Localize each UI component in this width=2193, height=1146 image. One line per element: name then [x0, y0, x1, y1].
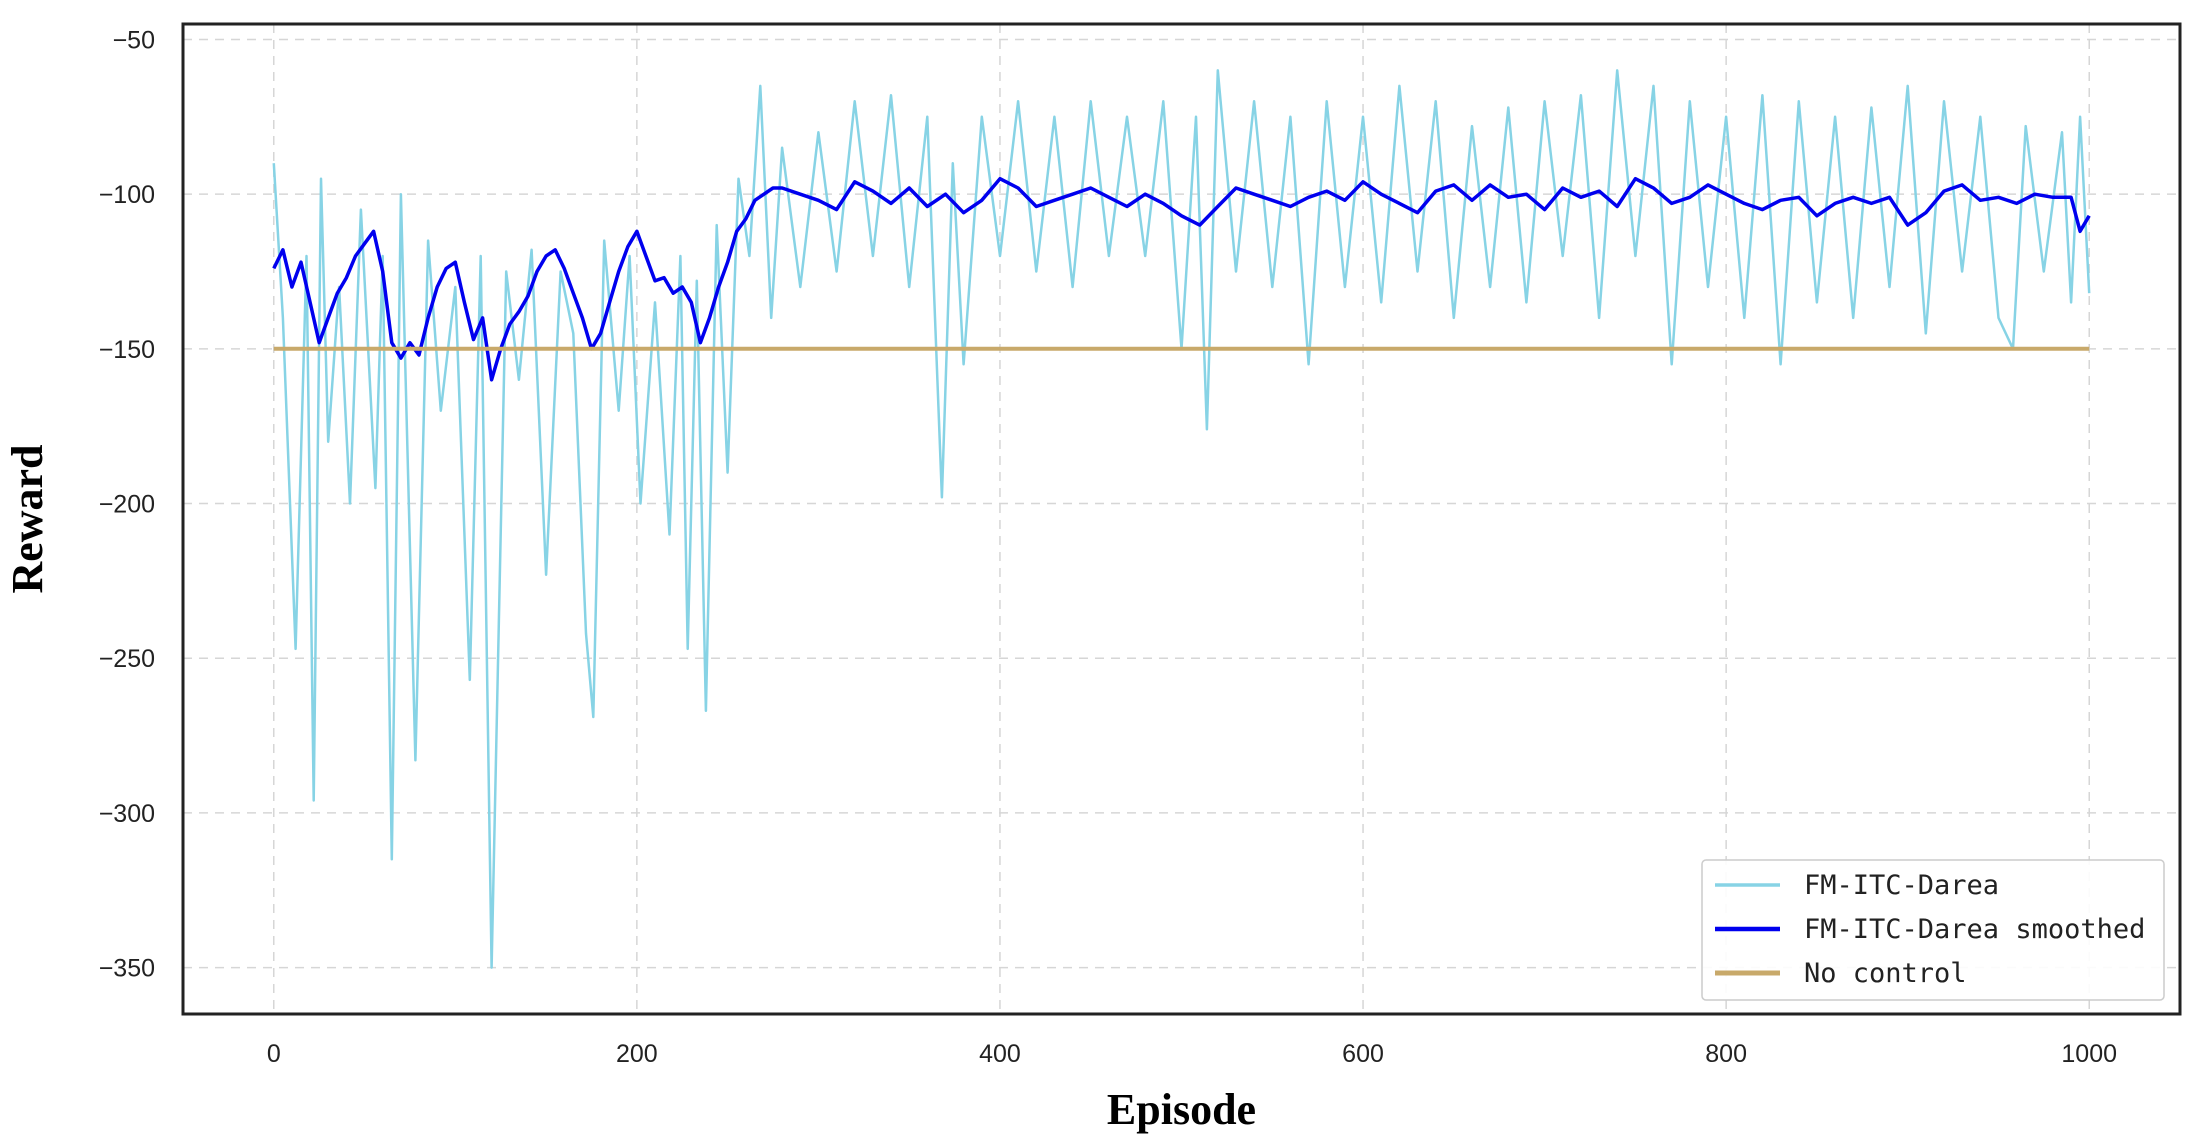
ticks: 0 200 400 600 800 1000 −50 −100 −150 −200 −250 −300… — [99, 26, 2117, 1068]
y-tick-label: −350 — [99, 955, 155, 983]
legend-label: FM-ITC-Darea smoothed — [1804, 914, 2145, 945]
series-line-fm-itc-darea — [272, 69, 2091, 969]
x-tick-label: 200 — [616, 1040, 658, 1068]
legend-box — [1701, 859, 2165, 1001]
x-axis-title: Episode — [1107, 1085, 1256, 1134]
legend-label: FM-ITC-Darea — [1804, 870, 1999, 901]
series-line-fm-itc-darea-smoothed — [272, 176, 2091, 382]
y-tick-label: −100 — [99, 181, 155, 209]
x-tick-label: 400 — [979, 1040, 1021, 1068]
y-tick-label: −150 — [99, 336, 155, 364]
legend: FM-ITC-Darea FM-ITC-Darea smoothed No cont… — [1701, 859, 2165, 1001]
y-axis-title: Reward — [3, 444, 52, 593]
y-tick-label: −300 — [99, 800, 155, 828]
x-tick-label: 1000 — [2061, 1040, 2117, 1068]
plot-frame — [181, 22, 2182, 1016]
series-layer — [272, 69, 2091, 969]
x-tick-label: 600 — [1342, 1040, 1384, 1068]
y-tick-label: −200 — [99, 491, 155, 519]
x-tick-label: 800 — [1705, 1040, 1747, 1068]
y-tick-label: −50 — [113, 26, 155, 54]
y-tick-label: −250 — [99, 645, 155, 673]
legend-label: No control — [1804, 958, 1967, 989]
x-tick-label: 0 — [267, 1040, 281, 1068]
